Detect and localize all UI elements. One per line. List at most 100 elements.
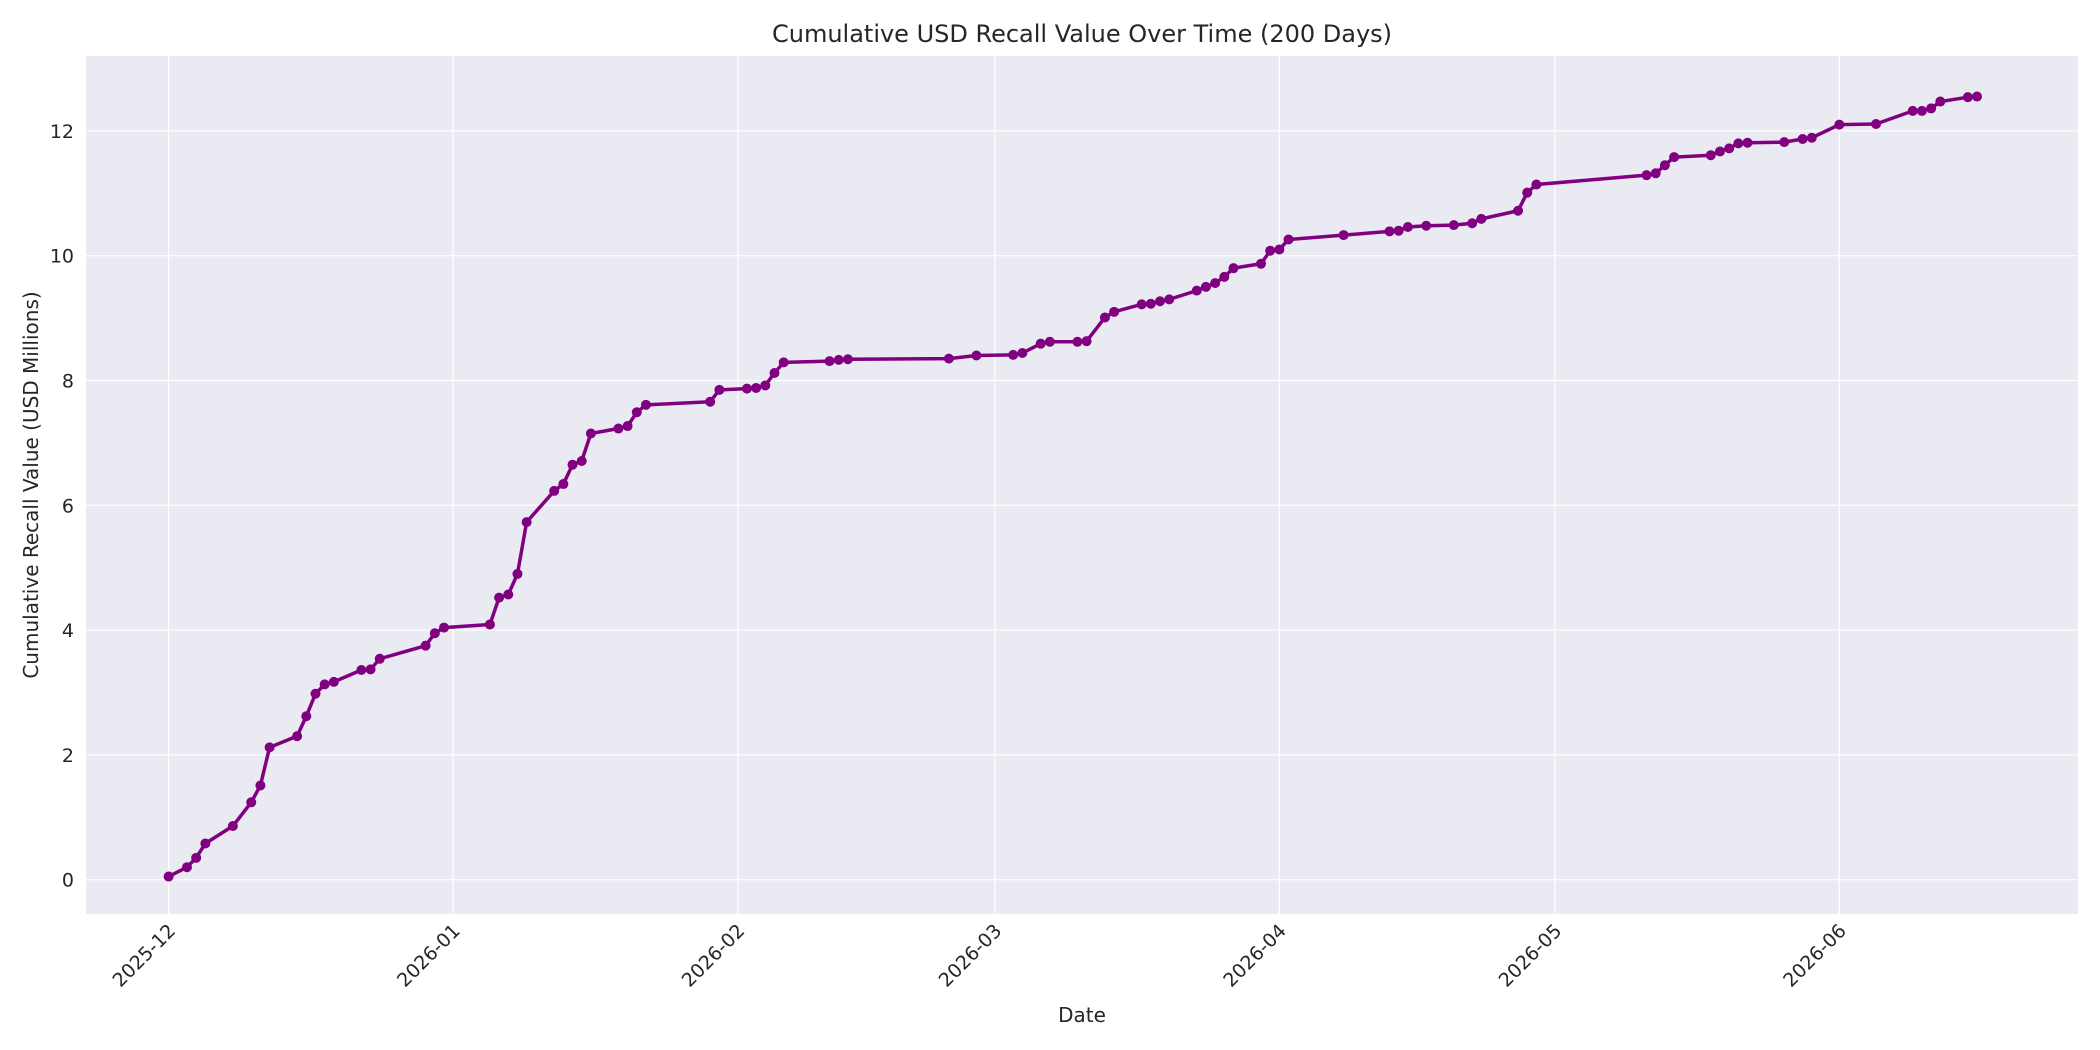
data-point (567, 459, 578, 470)
data-point (585, 428, 596, 439)
data-point (1338, 230, 1349, 241)
x-tick-label: 2025-12 (108, 920, 180, 992)
data-point (1724, 143, 1735, 154)
data-point (613, 423, 624, 434)
data-point (1834, 119, 1845, 130)
data-point (824, 356, 835, 367)
data-point (1641, 170, 1652, 181)
data-point (760, 380, 771, 391)
data-point (255, 780, 266, 791)
data-point (365, 664, 376, 675)
data-point (1522, 187, 1533, 198)
data-point (319, 679, 330, 690)
data-point (1714, 146, 1725, 157)
data-point (1109, 306, 1120, 317)
data-point (301, 711, 312, 722)
data-point (191, 852, 202, 863)
data-point (521, 517, 532, 528)
data-point (484, 619, 495, 630)
data-point (310, 688, 321, 699)
data-point (1871, 119, 1882, 130)
data-point (943, 353, 954, 364)
y-axis-label: Cumulative Recall Value (USD Millions) (19, 291, 43, 678)
y-tick-label: 8 (62, 370, 74, 392)
data-point (1650, 168, 1661, 179)
x-tick-label: 2026-02 (678, 920, 750, 992)
data-point (1531, 179, 1542, 190)
data-point (264, 742, 275, 753)
data-point (1733, 138, 1744, 149)
data-point (1044, 336, 1055, 347)
data-point (1972, 91, 1983, 102)
data-point (1228, 263, 1239, 274)
x-axis-label: Date (1058, 1003, 1106, 1027)
data-point (1274, 244, 1285, 255)
data-point (558, 479, 569, 490)
data-point (494, 592, 505, 603)
x-tick-label: 2026-05 (1495, 920, 1567, 992)
data-point (1926, 103, 1937, 114)
y-tick-label: 2 (62, 745, 74, 767)
data-point (631, 407, 642, 418)
data-point (1393, 225, 1404, 236)
data-point (181, 862, 192, 873)
grid (86, 56, 2078, 914)
data-point (640, 399, 651, 410)
data-point (1210, 278, 1221, 289)
data-point (1448, 220, 1459, 231)
data-point (842, 354, 853, 365)
data-point (1797, 133, 1808, 144)
data-point (1916, 105, 1927, 116)
data-point (503, 589, 514, 600)
data-point (439, 622, 450, 633)
data-point (769, 367, 780, 378)
data-point (1035, 338, 1046, 349)
data-point (1191, 285, 1202, 296)
y-tick-label: 12 (50, 121, 74, 143)
data-point (1283, 234, 1294, 245)
x-tick-label: 2026-06 (1779, 920, 1851, 992)
y-tick-label: 6 (62, 495, 74, 517)
data-point (576, 455, 587, 466)
data-point (292, 731, 303, 742)
data-point (1907, 105, 1918, 116)
data-point (714, 384, 725, 395)
data-point (328, 676, 339, 687)
data-point (833, 354, 844, 365)
data-point (1256, 258, 1266, 269)
data-point (1081, 336, 1092, 347)
y-tick-label: 10 (50, 246, 74, 268)
data-point (246, 797, 257, 808)
data-point (1017, 348, 1028, 359)
y-tick-label: 4 (62, 620, 74, 642)
plot-area (86, 56, 2078, 914)
data-point (751, 382, 762, 393)
x-tick-label: 2026-01 (393, 920, 465, 992)
data-point (1779, 137, 1790, 148)
data-point (1200, 281, 1211, 292)
data-point (622, 421, 633, 432)
data-point (1219, 271, 1230, 282)
data-point (549, 485, 560, 496)
x-tick-label: 2026-03 (935, 920, 1007, 992)
data-point (1155, 296, 1166, 307)
chart-title: Cumulative USD Recall Value Over Time (2… (772, 20, 1392, 48)
data-point (971, 350, 982, 361)
data-point (420, 640, 431, 651)
data-point (1467, 218, 1478, 229)
data-point (1513, 205, 1524, 216)
data-point (1806, 132, 1817, 143)
data-point (1659, 160, 1670, 171)
data-point (227, 821, 238, 832)
data-point (1669, 152, 1680, 163)
series-points (163, 91, 1983, 882)
data-point (1072, 336, 1083, 347)
data-point (200, 838, 211, 849)
data-point (1145, 298, 1156, 309)
data-point (429, 628, 440, 639)
data-point (1384, 226, 1395, 237)
data-point (1164, 294, 1175, 305)
data-point (1962, 92, 1973, 103)
